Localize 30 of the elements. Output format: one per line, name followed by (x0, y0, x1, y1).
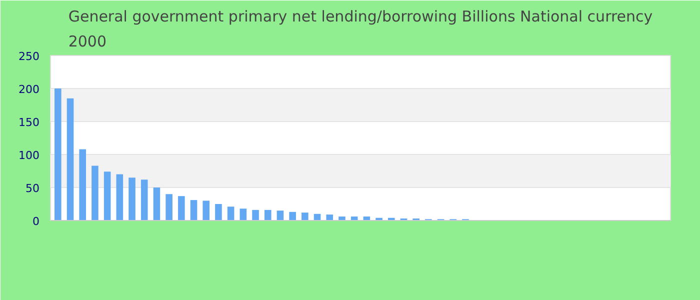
bar (166, 194, 172, 220)
y-tick-label: 200 (18, 83, 40, 96)
bar (240, 208, 247, 220)
bar (227, 206, 234, 220)
bar (79, 149, 86, 220)
bar (202, 200, 210, 220)
chart-title: General government primary net lending/borrowing Billions National currency 2000 (68, 7, 653, 50)
bar (54, 88, 62, 220)
bar (92, 166, 98, 220)
bar (116, 174, 124, 220)
y-tick-label: 0 (32, 215, 40, 228)
bar (190, 200, 198, 220)
bar (178, 196, 185, 220)
y-tick-label: 150 (18, 116, 40, 129)
bar (302, 212, 308, 220)
bar (128, 178, 136, 220)
y-tick-label: 50 (26, 182, 40, 195)
bar (252, 210, 259, 220)
bar (104, 172, 111, 220)
bar (66, 98, 74, 220)
y-tick-label: 250 (18, 50, 40, 63)
bar (289, 212, 296, 220)
bar (215, 204, 222, 220)
bar (140, 180, 148, 220)
bar (338, 216, 346, 220)
bar (276, 210, 284, 220)
bar (326, 214, 334, 220)
y-tick-label: 100 (18, 149, 40, 162)
bar (153, 188, 160, 220)
bar (264, 210, 272, 220)
